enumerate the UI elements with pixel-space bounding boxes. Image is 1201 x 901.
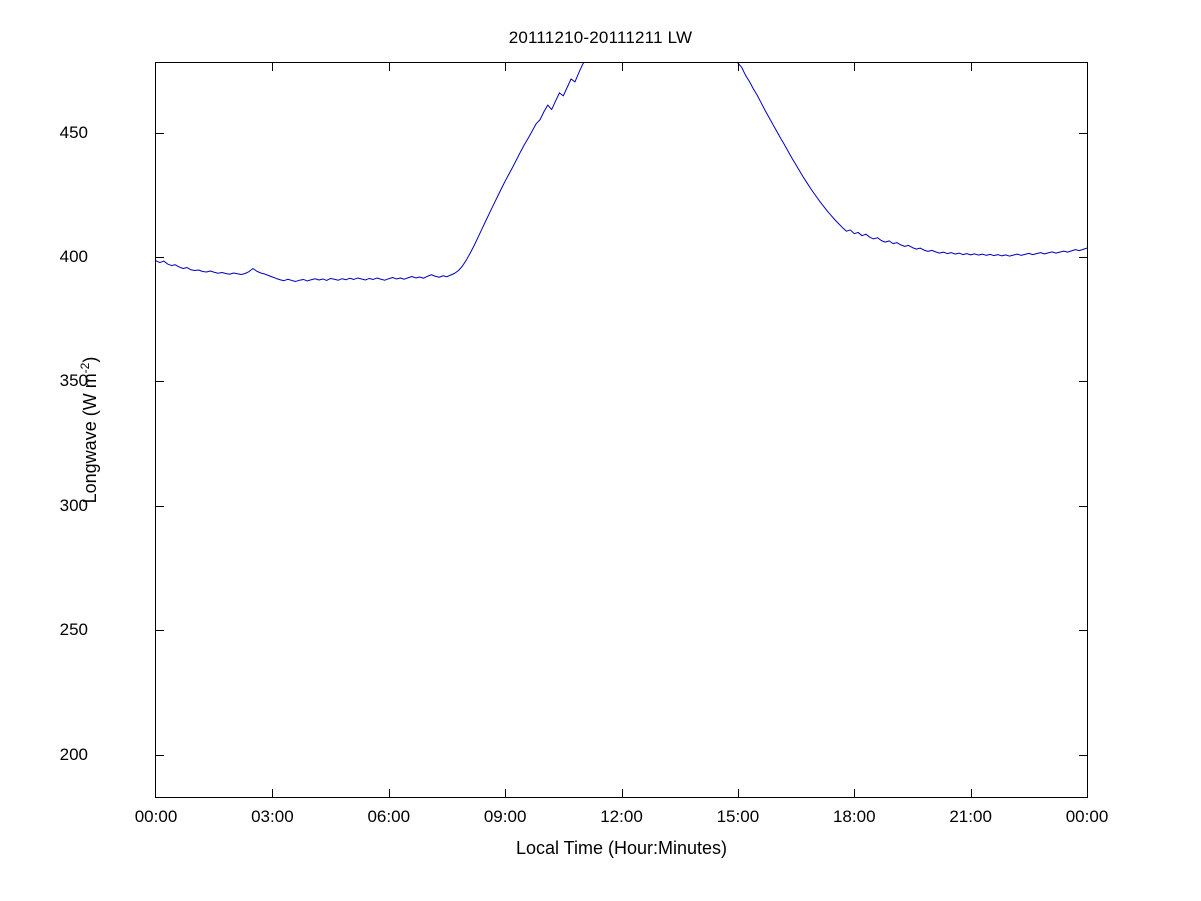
x-tick-mark	[272, 789, 273, 797]
y-tick-mark	[1079, 257, 1087, 258]
y-tick-mark	[156, 381, 164, 382]
y-axis-label: Longwave (W m-2)	[78, 62, 102, 798]
x-tick-label: 00:00	[134, 807, 178, 826]
x-tick-mark	[389, 63, 390, 71]
x-tick-mark	[854, 63, 855, 71]
y-tick-label: 250	[59, 620, 88, 640]
y-axis-label-superscript: -2	[78, 362, 92, 374]
x-axis-label: Local Time (Hour:Minutes)	[515, 838, 728, 858]
x-tick-mark	[389, 789, 390, 797]
x-tick-label: 03:00	[251, 807, 294, 826]
x-tick-mark	[505, 63, 506, 71]
plot-area	[155, 62, 1088, 798]
x-tick-label: 12:00	[600, 807, 643, 826]
data-line-svg	[156, 63, 1087, 282]
x-tick-label: 06:00	[367, 807, 411, 826]
x-tick-mark	[738, 63, 739, 71]
y-tick-mark	[156, 755, 164, 756]
x-tick-mark	[738, 789, 739, 797]
y-tick-label: 450	[59, 122, 88, 142]
y-tick-label: 300	[59, 495, 88, 515]
x-tick-mark	[971, 789, 972, 797]
y-tick-mark	[156, 133, 164, 134]
y-tick-mark	[1079, 506, 1087, 507]
x-tick-mark	[622, 63, 623, 71]
y-tick-mark	[1079, 381, 1087, 382]
y-axis-label-text: Longwave (W m	[80, 373, 100, 504]
y-axis-label-tail: )	[80, 356, 100, 363]
longwave-series-line	[156, 63, 1087, 282]
x-tick-mark	[272, 63, 273, 71]
x-tick-label: 18:00	[832, 807, 876, 826]
x-tick-label: 21:00	[949, 807, 992, 826]
x-tick-label: 09:00	[483, 807, 527, 826]
y-tick-label: 200	[59, 744, 88, 764]
x-tick-label: 00:00	[1065, 807, 1109, 826]
y-tick-mark	[1079, 133, 1087, 134]
y-tick-mark	[156, 630, 164, 631]
x-tick-mark	[971, 63, 972, 71]
y-tick-label: 400	[59, 247, 88, 267]
x-tick-label: 15:00	[716, 807, 760, 826]
x-tick-mark	[505, 789, 506, 797]
chart-title: 20111210-20111211 LW	[508, 28, 693, 47]
y-tick-mark	[156, 506, 164, 507]
y-tick-label: 350	[59, 371, 88, 391]
y-tick-mark	[1079, 755, 1087, 756]
x-tick-mark	[854, 789, 855, 797]
y-tick-mark	[156, 257, 164, 258]
y-tick-mark	[1079, 630, 1087, 631]
x-tick-mark	[622, 789, 623, 797]
